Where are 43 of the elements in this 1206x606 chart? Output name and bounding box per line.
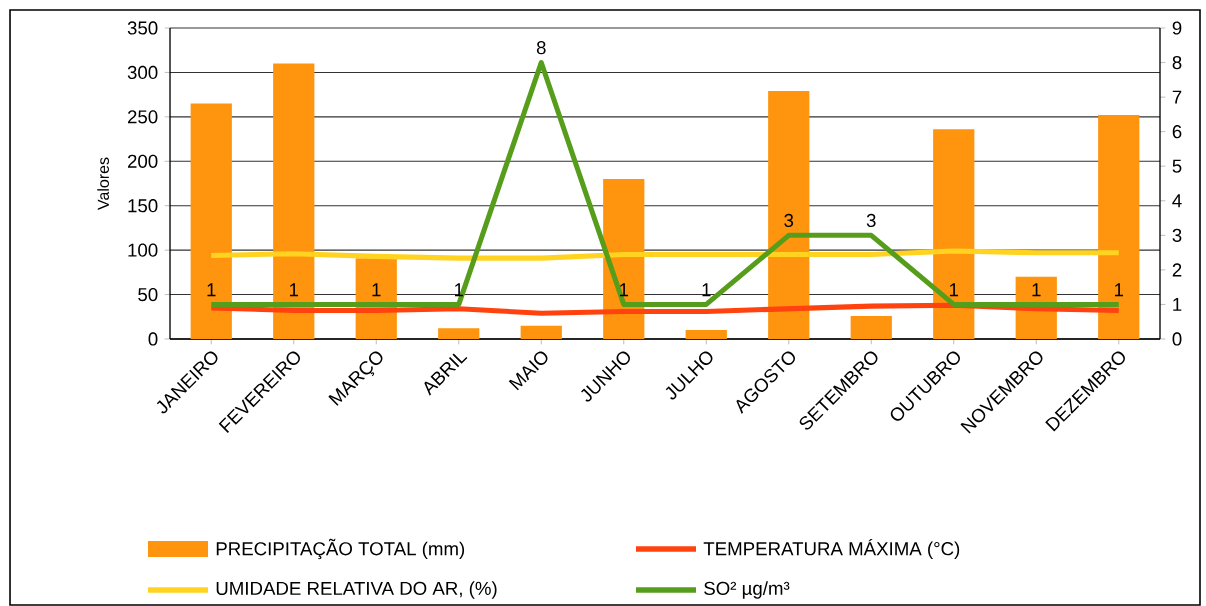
legend-label: SO² µg/m³ (704, 581, 790, 599)
y2-tick-label: 0 (1172, 332, 1182, 346)
y2-tick-label: 6 (1172, 125, 1182, 139)
y2-tick-label: 8 (1172, 55, 1182, 70)
data-label: 1 (949, 283, 959, 297)
data-label: 3 (866, 213, 876, 228)
data-label: 1 (372, 283, 381, 297)
y2-tick-label: 2 (1172, 263, 1182, 277)
y-tick-label: 350 (127, 21, 158, 35)
bar (520, 325, 562, 339)
y-axis-title: Valores (97, 157, 109, 210)
data-label: 1 (1032, 283, 1041, 297)
y-tick-label: 250 (127, 110, 158, 124)
data-label: 1 (619, 283, 629, 297)
data-label: 8 (536, 41, 546, 55)
bar (273, 63, 315, 339)
bar (438, 328, 480, 339)
y-tick-label: 0 (148, 332, 158, 346)
y2-tick-label: 7 (1172, 90, 1182, 104)
bar (850, 315, 892, 339)
legend-label: PRECIPITAÇÃO TOTAL (mm) (216, 538, 465, 560)
y2-tick-label: 4 (1172, 194, 1182, 208)
legend-label: TEMPERATURA MÁXIMA (°C) (703, 538, 960, 560)
y-tick-label: 300 (127, 65, 158, 80)
bar (685, 330, 727, 339)
bar (768, 91, 810, 339)
bar (933, 129, 975, 339)
y2-tick-label: 3 (1172, 228, 1182, 242)
y2-tick-label: 5 (1172, 159, 1182, 173)
data-label: 1 (207, 283, 216, 297)
bar (190, 103, 232, 339)
data-label: 1 (289, 283, 299, 297)
y-tick-label: 50 (138, 287, 158, 302)
y2-tick-label: 9 (1172, 21, 1182, 35)
data-label: 1 (702, 283, 711, 297)
data-label: 3 (784, 213, 794, 228)
bar (1098, 115, 1140, 339)
y-tick-label: 150 (128, 199, 158, 213)
legend-label: UMIDADE RELATIVA DO AR, (%) (216, 581, 497, 599)
y-tick-label: 100 (128, 243, 158, 257)
y2-tick-label: 1 (1173, 298, 1182, 311)
data-label: 1 (1114, 283, 1124, 297)
y-tick-label: 200 (127, 154, 158, 168)
